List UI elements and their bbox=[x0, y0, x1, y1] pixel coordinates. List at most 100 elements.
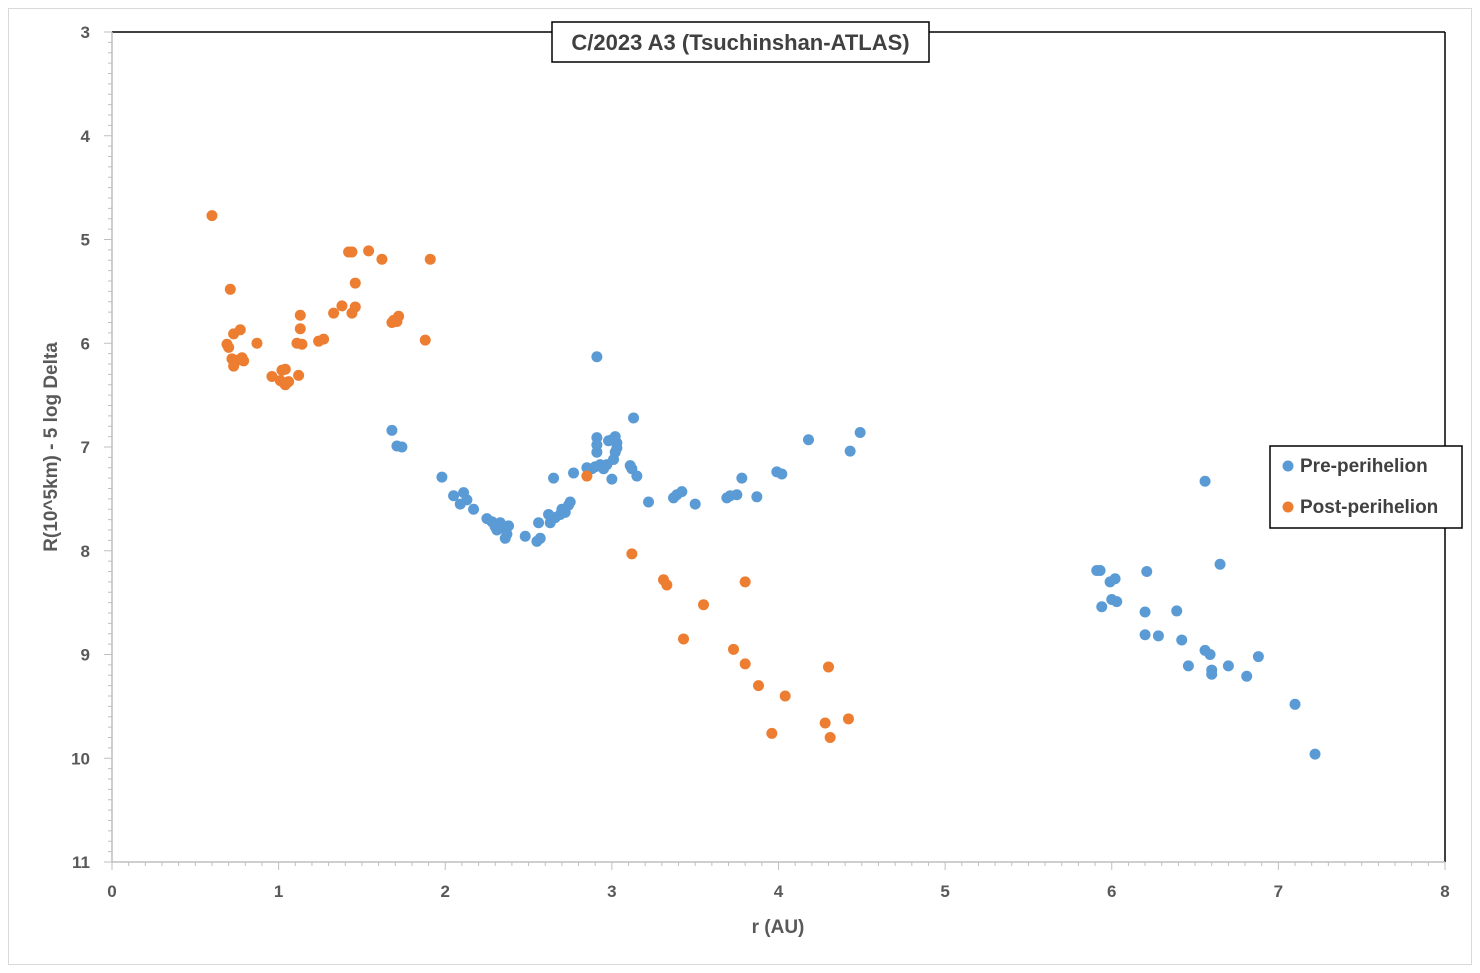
data-point-post-perihelion bbox=[294, 309, 306, 321]
y-tick-label: 5 bbox=[81, 231, 90, 250]
legend-marker-post-perihelion bbox=[1282, 501, 1294, 513]
data-point-pre-perihelion bbox=[776, 468, 788, 480]
data-point-post-perihelion bbox=[279, 363, 291, 375]
data-points bbox=[206, 210, 1321, 760]
data-point-post-perihelion bbox=[766, 727, 778, 739]
data-point-post-perihelion bbox=[234, 324, 246, 336]
data-point-pre-perihelion bbox=[591, 351, 603, 363]
data-point-post-perihelion bbox=[626, 548, 638, 560]
data-point-post-perihelion bbox=[728, 643, 740, 655]
data-point-pre-perihelion bbox=[461, 494, 473, 506]
chart-area bbox=[8, 8, 1472, 965]
data-point-pre-perihelion bbox=[643, 496, 655, 508]
data-point-pre-perihelion bbox=[396, 441, 408, 453]
y-tick-label: 11 bbox=[72, 853, 90, 872]
data-point-post-perihelion bbox=[224, 283, 236, 295]
data-point-pre-perihelion bbox=[1139, 629, 1151, 641]
data-point-post-perihelion bbox=[822, 661, 834, 673]
data-point-pre-perihelion bbox=[731, 489, 743, 501]
y-tick-label: 3 bbox=[81, 23, 90, 42]
data-point-pre-perihelion bbox=[751, 491, 763, 503]
data-point-post-perihelion bbox=[266, 370, 278, 382]
legend: Pre-perihelion Post-perihelion bbox=[1269, 445, 1463, 529]
data-point-pre-perihelion bbox=[676, 486, 688, 498]
data-point-pre-perihelion bbox=[631, 470, 643, 482]
data-point-pre-perihelion bbox=[533, 517, 545, 529]
data-point-pre-perihelion bbox=[1111, 596, 1123, 608]
chart-title-border bbox=[551, 21, 930, 63]
y-tick-label: 8 bbox=[81, 542, 90, 561]
data-point-pre-perihelion bbox=[436, 471, 448, 483]
data-point-post-perihelion bbox=[251, 337, 263, 349]
data-point-post-perihelion bbox=[349, 301, 361, 313]
data-point-post-perihelion bbox=[363, 245, 375, 257]
y-tick-label: 6 bbox=[81, 334, 90, 353]
data-point-post-perihelion bbox=[842, 713, 854, 725]
data-point-pre-perihelion bbox=[1309, 748, 1321, 760]
x-axis-title: r (AU) bbox=[752, 917, 805, 938]
x-tick-label: 1 bbox=[274, 882, 283, 901]
data-point-post-perihelion bbox=[393, 310, 405, 322]
data-point-pre-perihelion bbox=[1199, 475, 1211, 487]
data-point-pre-perihelion bbox=[534, 532, 546, 544]
data-point-pre-perihelion bbox=[1289, 698, 1301, 710]
x-tick-label: 2 bbox=[441, 882, 450, 901]
data-point-post-perihelion bbox=[293, 369, 305, 381]
x-tick-label: 5 bbox=[940, 882, 949, 901]
data-point-post-perihelion bbox=[336, 300, 348, 312]
data-point-post-perihelion bbox=[424, 253, 436, 265]
y-tick-label: 7 bbox=[81, 438, 90, 457]
data-point-pre-perihelion bbox=[628, 412, 640, 424]
data-point-pre-perihelion bbox=[1214, 558, 1226, 570]
data-point-post-perihelion bbox=[739, 658, 751, 670]
x-tick-label: 6 bbox=[1107, 882, 1116, 901]
data-point-post-perihelion bbox=[238, 355, 250, 367]
data-point-post-perihelion bbox=[419, 334, 431, 346]
y-tick-label: 4 bbox=[81, 127, 91, 146]
data-point-post-perihelion bbox=[698, 599, 710, 611]
data-point-pre-perihelion bbox=[503, 520, 515, 532]
data-point-pre-perihelion bbox=[1241, 670, 1253, 682]
data-point-post-perihelion bbox=[661, 579, 673, 591]
data-point-pre-perihelion bbox=[1206, 664, 1218, 676]
data-point-post-perihelion bbox=[346, 246, 358, 258]
data-point-pre-perihelion bbox=[611, 442, 623, 454]
plot-frame bbox=[111, 31, 1446, 863]
data-point-post-perihelion bbox=[349, 277, 361, 289]
y-tick-label: 9 bbox=[81, 646, 90, 665]
chart-title: C/2023 A3 (Tsuchinshan-ATLAS) bbox=[571, 30, 909, 55]
y-axis-title: R(10^5km) - 5 log Delta bbox=[41, 342, 62, 552]
data-point-post-perihelion bbox=[739, 576, 751, 588]
data-point-pre-perihelion bbox=[448, 490, 460, 502]
x-axis: 0 1 2 3 4 5 6 7 8 bbox=[107, 862, 1450, 901]
data-point-post-perihelion bbox=[294, 323, 306, 335]
data-point-post-perihelion bbox=[206, 210, 218, 222]
x-tick-label: 4 bbox=[774, 882, 784, 901]
data-point-pre-perihelion bbox=[844, 445, 856, 457]
data-point-pre-perihelion bbox=[1094, 564, 1106, 576]
data-point-pre-perihelion bbox=[1252, 651, 1264, 663]
data-point-pre-perihelion bbox=[1141, 566, 1153, 577]
data-point-pre-perihelion bbox=[1176, 634, 1188, 646]
y-tick-label: 10 bbox=[71, 749, 90, 768]
data-point-post-perihelion bbox=[753, 680, 765, 692]
data-point-pre-perihelion bbox=[606, 473, 618, 485]
data-point-pre-perihelion bbox=[564, 496, 576, 508]
data-point-pre-perihelion bbox=[1222, 660, 1234, 672]
data-point-pre-perihelion bbox=[591, 446, 603, 458]
legend-box bbox=[1269, 445, 1463, 529]
x-tick-label: 8 bbox=[1440, 882, 1449, 901]
data-point-post-perihelion bbox=[678, 633, 690, 645]
legend-label-post-perihelion: Post-perihelion bbox=[1300, 497, 1438, 518]
data-point-post-perihelion bbox=[824, 732, 836, 743]
data-point-pre-perihelion bbox=[1182, 660, 1194, 672]
data-point-pre-perihelion bbox=[689, 498, 701, 510]
data-point-post-perihelion bbox=[581, 470, 593, 482]
data-point-pre-perihelion bbox=[386, 424, 398, 436]
data-point-pre-perihelion bbox=[1096, 601, 1108, 613]
data-point-pre-perihelion bbox=[568, 467, 580, 479]
data-point-pre-perihelion bbox=[1152, 630, 1164, 642]
data-point-pre-perihelion bbox=[736, 472, 748, 484]
y-axis: 3 4 5 6 7 8 9 10 11 bbox=[71, 23, 112, 872]
data-point-post-perihelion bbox=[376, 253, 388, 265]
